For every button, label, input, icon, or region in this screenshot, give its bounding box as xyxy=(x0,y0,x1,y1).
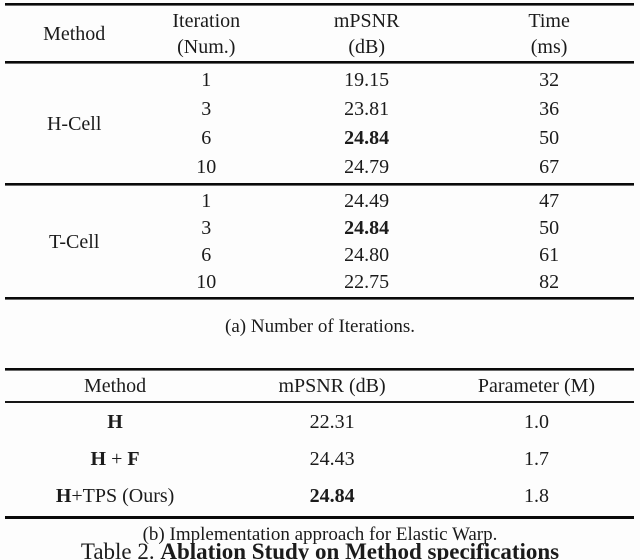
method-part-bold: H xyxy=(90,448,107,470)
method-label: H-Cell xyxy=(46,112,102,135)
method-part: +TPS (Ours) xyxy=(71,485,175,507)
table-b-bottom-rule xyxy=(5,516,634,519)
time-value: 32 xyxy=(539,69,560,91)
table-a-header-time-line1: Time xyxy=(528,10,570,32)
table-a-section-tcell: T-Cell 1 24.49 47 3 24.84 50 6 24.80 61 … xyxy=(5,188,634,296)
table-a-header-time-line2: (ms) xyxy=(530,36,568,58)
time-value: 67 xyxy=(539,156,560,178)
iterations-value: 6 xyxy=(201,127,212,149)
table-a-section-rule xyxy=(5,183,634,186)
table-a-section-hcell: H-Cell 1 19.15 32 3 23.81 36 6 24.84 50 … xyxy=(5,66,634,182)
iterations-value: 3 xyxy=(201,217,212,239)
table-a-caption: (a) Number of Iterations. xyxy=(225,316,415,337)
table-row: H + F 24.43 1.7 xyxy=(5,441,634,478)
method-part-bold: H xyxy=(107,411,123,433)
mpsnr-value: 22.75 xyxy=(344,271,390,293)
mpsnr-value: 24.79 xyxy=(344,156,390,178)
mpsnr-value-best: 24.84 xyxy=(344,217,390,239)
time-value: 82 xyxy=(539,271,560,293)
table-a-header-mpsnr-line1: mPSNR xyxy=(333,10,400,32)
iterations-value: 6 xyxy=(201,244,212,266)
time-value: 47 xyxy=(539,190,560,212)
table-a-header-iteration-line2: (Num.) xyxy=(177,36,236,58)
table-row: H 22.31 1.0 xyxy=(5,404,634,441)
table-a-header-time: Time (ms) xyxy=(464,8,634,60)
table-b-header-parameter: Parameter (M) xyxy=(477,375,596,397)
iterations-value: 10 xyxy=(196,271,217,293)
table-b-header-method: Method xyxy=(83,375,147,397)
iterations-value: 1 xyxy=(201,69,212,91)
mpsnr-value: 24.43 xyxy=(309,448,355,470)
table-b-header-mpsnr: mPSNR (dB) xyxy=(278,375,386,397)
table-b-header-row: Method mPSNR (dB) Parameter (M) xyxy=(5,373,634,400)
table-row-ours: H+TPS (Ours) 24.84 1.8 xyxy=(5,478,634,515)
mpsnr-value: 22.31 xyxy=(309,411,355,433)
iterations-value: 3 xyxy=(201,98,212,120)
figure-caption: Table 2. Ablation Study on Method specif… xyxy=(0,538,640,560)
method-label: H xyxy=(5,404,225,441)
time-value: 50 xyxy=(539,127,560,149)
parameter-value: 1.8 xyxy=(523,485,549,507)
table-b-caption: (b) Implementation approach for Elastic … xyxy=(142,524,498,545)
method-label: H+TPS (Ours) xyxy=(5,478,225,515)
table-b-header-rule xyxy=(5,401,634,403)
time-value: 50 xyxy=(539,217,560,239)
parameter-value: 1.7 xyxy=(523,448,549,470)
method-label: H + F xyxy=(5,441,225,478)
method-part-bold: H xyxy=(55,485,72,507)
mpsnr-value: 23.81 xyxy=(344,98,390,120)
table-a-top-rule xyxy=(5,3,634,6)
method-label: T-Cell xyxy=(49,230,100,253)
table-a-header-iteration-line1: Iteration xyxy=(172,10,241,32)
iterations-value: 1 xyxy=(201,190,212,212)
table-a-header-method: Method xyxy=(43,23,106,45)
time-value: 61 xyxy=(539,244,560,266)
table-a-bottom-rule xyxy=(5,297,634,300)
figure-caption-label: Table 2. xyxy=(80,539,161,560)
mpsnr-value: 24.80 xyxy=(344,244,390,266)
method-part: + xyxy=(106,448,128,470)
table-a-header-row: Method Iteration (Num.) mPSNR (dB) Time … xyxy=(5,8,634,60)
table-a-header-rule xyxy=(5,61,634,64)
mpsnr-value: 19.15 xyxy=(344,69,390,91)
mpsnr-value-best: 24.84 xyxy=(344,127,390,149)
table-a-header-mpsnr: mPSNR (dB) xyxy=(269,8,464,60)
parameter-value: 1.0 xyxy=(523,411,549,433)
table-a-header-mpsnr-line2: (dB) xyxy=(348,36,385,58)
iterations-value: 10 xyxy=(196,156,217,178)
mpsnr-value-best: 24.84 xyxy=(309,485,355,507)
figure-caption-title: Ablation Study on Method specifications xyxy=(160,539,560,560)
time-value: 36 xyxy=(539,98,560,120)
table-b-top-rule xyxy=(5,368,634,371)
table-a-header-iteration: Iteration (Num.) xyxy=(143,8,269,60)
method-part-bold: F xyxy=(127,448,140,470)
mpsnr-value: 24.49 xyxy=(344,190,390,212)
